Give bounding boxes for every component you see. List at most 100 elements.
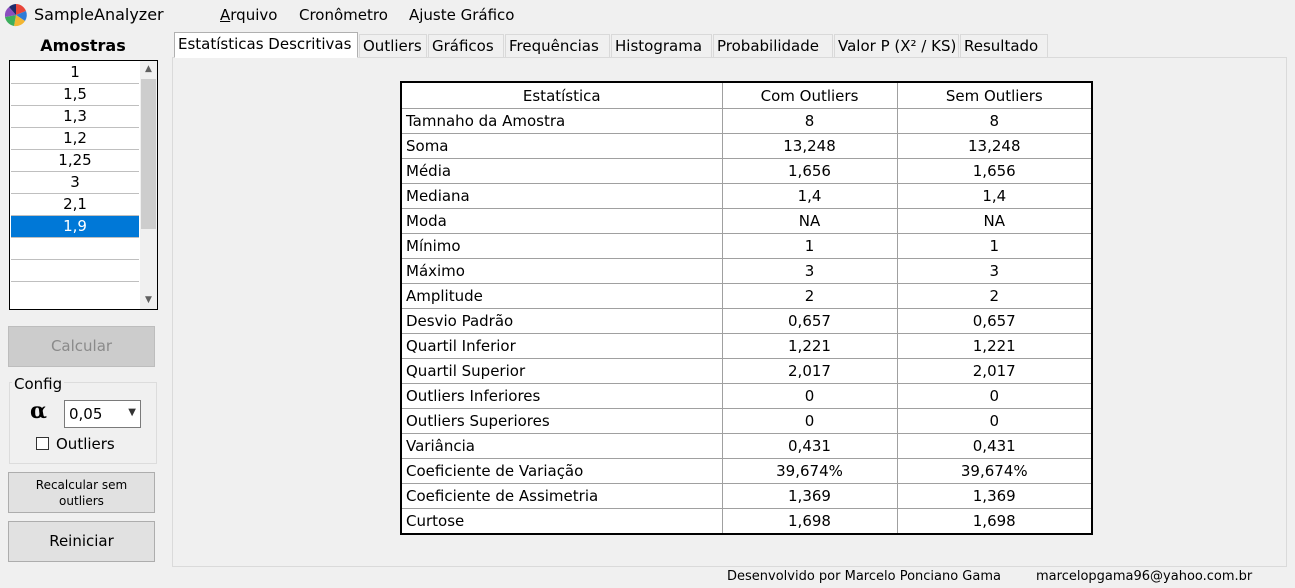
com-outliers-cell: 13,248 bbox=[721, 133, 898, 159]
com-outliers-cell: 1,698 bbox=[721, 508, 898, 535]
samples-rows: 1 1,5 1,3 1,2 1,25 3 2,1 1,9 bbox=[11, 62, 139, 282]
outliers-checkbox-label[interactable]: Outliers bbox=[56, 435, 115, 453]
sample-row[interactable]: 3 bbox=[11, 172, 139, 194]
stats-row: Curtose 1,698 1,698 bbox=[400, 508, 1093, 535]
tab-probabilidade[interactable]: Probabilidade bbox=[713, 34, 833, 57]
tab-outliers[interactable]: Outliers bbox=[359, 34, 427, 57]
calcular-button[interactable]: Calcular bbox=[8, 326, 155, 367]
samples-heading: Amostras bbox=[40, 36, 126, 55]
outliers-checkbox[interactable] bbox=[36, 437, 49, 450]
menu-cronometro[interactable]: Cronômetro bbox=[299, 6, 388, 24]
recalc-label-line2: outliers bbox=[59, 494, 104, 508]
menu-arquivo-rest: rquivo bbox=[230, 6, 278, 24]
tab-resultado[interactable]: Resultado bbox=[960, 34, 1048, 57]
stat-name-cell: Soma bbox=[400, 133, 723, 159]
stats-row: Mediana 1,4 1,4 bbox=[400, 183, 1093, 209]
sample-row[interactable]: 1,5 bbox=[11, 84, 139, 106]
sem-outliers-cell: 1,698 bbox=[896, 508, 1093, 535]
tab-graficos[interactable]: Gráficos bbox=[428, 34, 504, 57]
stats-row: Média 1,656 1,656 bbox=[400, 158, 1093, 184]
stats-table: Estatística Com Outliers Sem Outliers Ta… bbox=[400, 81, 1093, 535]
stat-name-cell: Mediana bbox=[400, 183, 723, 209]
sample-row[interactable]: 1,2 bbox=[11, 128, 139, 150]
scroll-up-icon[interactable]: ▲ bbox=[145, 64, 152, 74]
stats-row: Coeficiente de Variação 39,674% 39,674% bbox=[400, 458, 1093, 484]
com-outliers-cell: 1 bbox=[721, 233, 898, 259]
scroll-thumb[interactable] bbox=[141, 79, 156, 229]
sem-outliers-cell: 2 bbox=[896, 283, 1093, 309]
stat-name-cell: Coeficiente de Variação bbox=[400, 458, 723, 484]
tab-histograma[interactable]: Histograma bbox=[611, 34, 712, 57]
stat-name-cell: Média bbox=[400, 158, 723, 184]
recalcular-sem-outliers-button[interactable]: Recalcular sem outliers bbox=[8, 472, 155, 513]
sem-outliers-cell: 1,4 bbox=[896, 183, 1093, 209]
sample-row[interactable] bbox=[11, 238, 139, 260]
stats-row: Outliers Inferiores 0 0 bbox=[400, 383, 1093, 409]
stats-body: Tamnaho da Amostra 8 8 Soma 13,248 13,248 Médi… bbox=[400, 108, 1093, 535]
menu-arquivo[interactable]: Arquivo bbox=[220, 6, 277, 24]
sample-row[interactable]: 1 bbox=[11, 62, 139, 84]
app-title: SampleAnalyzer bbox=[34, 5, 164, 24]
logo-slice bbox=[16, 4, 26, 15]
sem-outliers-cell: 2,017 bbox=[896, 358, 1093, 384]
stats-row: Mínimo 1 1 bbox=[400, 233, 1093, 259]
sem-outliers-cell: 0 bbox=[896, 408, 1093, 434]
sem-outliers-cell: 1,369 bbox=[896, 483, 1093, 509]
sem-outliers-cell: 0 bbox=[896, 383, 1093, 409]
sem-outliers-cell: 0,431 bbox=[896, 433, 1093, 459]
sample-row[interactable]: 1,9 bbox=[11, 216, 139, 238]
header-estatistica: Estatística bbox=[400, 81, 723, 109]
stats-row: Quartil Superior 2,017 2,017 bbox=[400, 358, 1093, 384]
scroll-down-icon[interactable]: ▼ bbox=[145, 295, 152, 305]
stat-name-cell: Coeficiente de Assimetria bbox=[400, 483, 723, 509]
sem-outliers-cell: 1 bbox=[896, 233, 1093, 259]
com-outliers-cell: NA bbox=[721, 208, 898, 234]
com-outliers-cell: 2,017 bbox=[721, 358, 898, 384]
com-outliers-cell: 39,674% bbox=[721, 458, 898, 484]
alpha-symbol: α bbox=[30, 398, 47, 424]
stat-name-cell: Moda bbox=[400, 208, 723, 234]
stats-header-row: Estatística Com Outliers Sem Outliers bbox=[400, 81, 1093, 109]
menu-ajuste-grafico[interactable]: Ajuste Gráfico bbox=[409, 6, 515, 24]
sample-row[interactable]: 1,3 bbox=[11, 106, 139, 128]
stats-row: Quartil Inferior 1,221 1,221 bbox=[400, 333, 1093, 359]
sample-row[interactable]: 1,25 bbox=[11, 150, 139, 172]
stat-name-cell: Amplitude bbox=[400, 283, 723, 309]
stat-name-cell: Mínimo bbox=[400, 233, 723, 259]
footer-email: marcelopgama96@yahoo.com.br bbox=[1036, 569, 1253, 584]
stats-row: Outliers Superiores 0 0 bbox=[400, 408, 1093, 434]
stat-name-cell: Quartil Superior bbox=[400, 358, 723, 384]
com-outliers-cell: 0,431 bbox=[721, 433, 898, 459]
stat-name-cell: Outliers Superiores bbox=[400, 408, 723, 434]
tab-frequencias[interactable]: Frequências bbox=[505, 34, 610, 57]
logo-slice bbox=[14, 15, 25, 27]
config-group bbox=[9, 382, 157, 464]
sem-outliers-cell: 0,657 bbox=[896, 308, 1093, 334]
footer-developer: Desenvolvido por Marcelo Ponciano Gama bbox=[727, 569, 1001, 584]
stat-name-cell: Tamnaho da Amostra bbox=[400, 108, 723, 134]
com-outliers-cell: 0 bbox=[721, 383, 898, 409]
logo-slice bbox=[16, 11, 27, 21]
stats-row: Variância 0,431 0,431 bbox=[400, 433, 1093, 459]
stats-row: Desvio Padrão 0,657 0,657 bbox=[400, 308, 1093, 334]
stats-row: Coeficiente de Assimetria 1,369 1,369 bbox=[400, 483, 1093, 509]
stats-row: Amplitude 2 2 bbox=[400, 283, 1093, 309]
stat-name-cell: Variância bbox=[400, 433, 723, 459]
reiniciar-button[interactable]: Reiniciar bbox=[8, 521, 155, 562]
samples-listbox[interactable]: 1 1,5 1,3 1,2 1,25 3 2,1 1,9 ▲ ▼ bbox=[9, 60, 158, 310]
com-outliers-cell: 1,4 bbox=[721, 183, 898, 209]
sem-outliers-cell: 3 bbox=[896, 258, 1093, 284]
alpha-select[interactable]: 0,05 ▼ bbox=[64, 400, 141, 428]
samples-scrollbar[interactable]: ▲ ▼ bbox=[140, 61, 157, 309]
sample-row[interactable] bbox=[11, 260, 139, 282]
stat-name-cell: Desvio Padrão bbox=[400, 308, 723, 334]
logo-slice bbox=[9, 4, 16, 15]
stats-row: Soma 13,248 13,248 bbox=[400, 133, 1093, 159]
sem-outliers-cell: 1,656 bbox=[896, 158, 1093, 184]
com-outliers-cell: 3 bbox=[721, 258, 898, 284]
tab-estatisticas-descritivas[interactable]: Estatísticas Descritivas bbox=[174, 32, 358, 58]
tab-valor-p[interactable]: Valor P (X² / KS) bbox=[834, 34, 959, 57]
recalc-label-line1: Recalcular sem bbox=[35, 478, 128, 492]
sample-row[interactable]: 2,1 bbox=[11, 194, 139, 216]
com-outliers-cell: 0,657 bbox=[721, 308, 898, 334]
